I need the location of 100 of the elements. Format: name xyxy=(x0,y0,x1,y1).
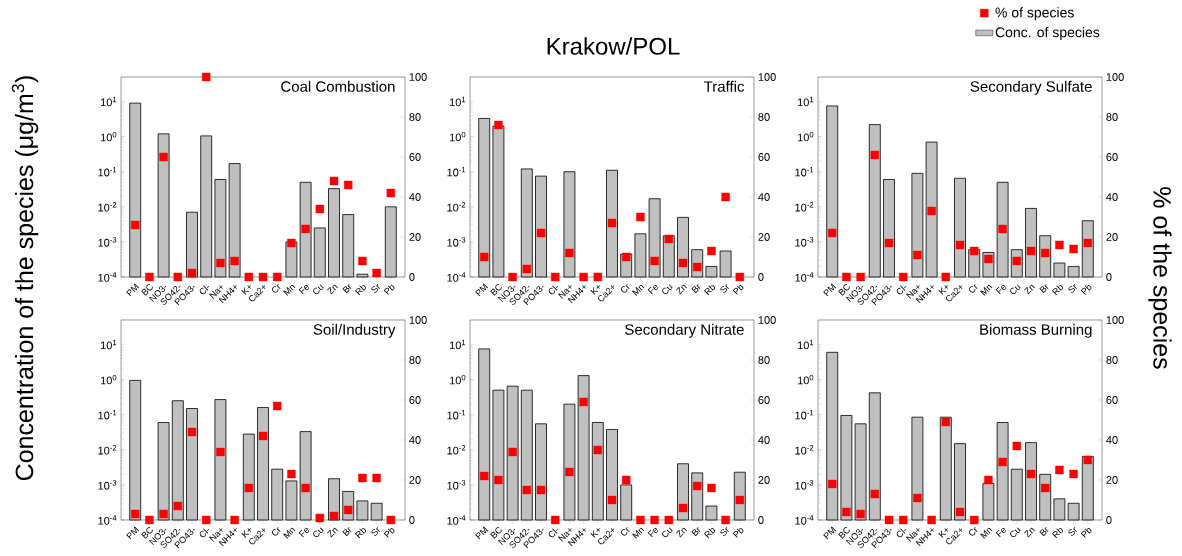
x-tick-label: K+ xyxy=(590,528,601,538)
y2-axis-title: % of the species xyxy=(1148,187,1172,369)
x-tick-label: Mn xyxy=(980,527,993,539)
x-tick-label: Rb xyxy=(704,528,716,539)
y2-tick-label: 0 xyxy=(758,273,764,281)
x-tick-label: PM xyxy=(475,526,489,540)
x-tick-label: Zn xyxy=(327,284,338,295)
y-tick-label: 10$^{-2}$ xyxy=(98,445,117,455)
y2-tick-label: 100 xyxy=(409,73,427,81)
x-tick-label: Cl- xyxy=(548,528,559,538)
y-tick-label: 10$^{1}$ xyxy=(797,96,814,107)
x-tick-label: Cl- xyxy=(548,285,559,295)
y2-tick-label: 100 xyxy=(1106,73,1124,81)
x-tick-label: Rb xyxy=(355,285,367,296)
y-tick-label: 10$^{0}$ xyxy=(100,374,117,385)
y-tick-label: 10$^{-3}$ xyxy=(98,237,117,247)
y-tick-label: 10$^{-4}$ xyxy=(447,272,466,282)
x-tick-label: Pb xyxy=(1080,528,1092,538)
x-tick-label: Zn xyxy=(1024,284,1035,295)
y-tick-label: 10$^{-3}$ xyxy=(795,480,814,490)
y2-tick-label: 100 xyxy=(1106,316,1124,324)
y2-tick-label: 20 xyxy=(409,233,421,241)
y2-tick-label: 40 xyxy=(1106,193,1118,201)
y-tick-label: 10$^{-3}$ xyxy=(795,237,814,247)
y2-tick-label: 40 xyxy=(1106,436,1118,444)
x-tick-label: PM xyxy=(823,283,837,297)
x-tick-label: Cu xyxy=(313,284,324,295)
y-tick-label: 10$^{1}$ xyxy=(797,339,814,350)
x-tick-label: Br xyxy=(342,527,352,537)
x-tick-label: Zn xyxy=(327,527,338,538)
y2-tick-label: 60 xyxy=(758,396,770,404)
x-tick-label: Sr xyxy=(720,527,729,536)
y2-tick-label: 0 xyxy=(409,516,415,524)
x-tick-label: Mn xyxy=(632,527,645,539)
y-tick-label: 10$^{1}$ xyxy=(100,96,117,107)
y-tick-label: 10$^{-1}$ xyxy=(795,167,814,177)
x-tick-label: Cl- xyxy=(199,285,210,295)
x-tick-label: Zn xyxy=(676,527,687,538)
x-tick-label: Sr xyxy=(1068,284,1077,293)
x-tick-label: Cl- xyxy=(199,528,210,538)
x-tick-label: Fe xyxy=(647,528,659,538)
y-tick-label: 10$^{-3}$ xyxy=(98,480,117,490)
x-tick-label: K+ xyxy=(241,285,252,295)
y-tick-label: 10$^{-1}$ xyxy=(98,410,117,420)
y2-tick-label: 80 xyxy=(1106,356,1118,364)
y2-tick-label: 80 xyxy=(409,356,421,364)
x-tick-label: Cr xyxy=(620,527,630,536)
y-tick-label: 10$^{0}$ xyxy=(797,374,814,385)
x-tick-label: Rb xyxy=(1052,285,1064,296)
x-tick-label: PM xyxy=(126,526,140,540)
x-tick-label: Fe xyxy=(298,285,310,295)
x-tick-label: Sr xyxy=(371,284,380,293)
legend-label: Conc. of species xyxy=(995,26,1100,41)
y-tick-label: 10$^{1}$ xyxy=(449,96,466,107)
x-tick-label: Rb xyxy=(704,285,716,296)
x-tick-label: Fe xyxy=(995,285,1007,295)
x-tick-label: Cu xyxy=(662,527,673,538)
x-tick-label: Cr xyxy=(271,527,281,536)
y-tick-label: 10$^{-2}$ xyxy=(447,445,466,455)
x-tick-label: Br xyxy=(691,284,701,294)
y-tick-label: 10$^{1}$ xyxy=(449,339,466,350)
x-tick-label: Pb xyxy=(383,528,395,538)
x-tick-label: Sr xyxy=(1068,527,1077,536)
x-tick-label: PM xyxy=(126,283,140,297)
y-tick-label: 10$^{0}$ xyxy=(449,374,466,385)
y-tick-label: 10$^{-4}$ xyxy=(447,515,466,525)
y-tick-label: 10$^{0}$ xyxy=(449,131,466,142)
x-tick-label: Pb xyxy=(383,285,395,295)
y-tick-label: 10$^{-1}$ xyxy=(795,410,814,420)
y-tick-label: 10$^{0}$ xyxy=(100,131,117,142)
y2-tick-label: 20 xyxy=(758,233,770,241)
x-tick-label: Zn xyxy=(676,284,687,295)
y2-tick-label: 20 xyxy=(1106,476,1118,484)
y-tick-label: 10$^{-1}$ xyxy=(98,167,117,177)
y2-tick-label: 40 xyxy=(409,193,421,201)
y2-tick-label: 60 xyxy=(758,153,770,161)
x-tick-label: Mn xyxy=(283,284,296,296)
x-tick-label: Cr xyxy=(968,284,978,293)
x-tick-label: Cu xyxy=(1010,527,1021,538)
x-tick-label: Cr xyxy=(271,284,281,293)
text: Krakow/POL xyxy=(547,37,680,55)
y-tick-label: 10$^{-3}$ xyxy=(447,237,466,247)
y-tick-label: 10$^{1}$ xyxy=(100,339,117,350)
y-tick-label: 10$^{-1}$ xyxy=(447,410,466,420)
y2-tick-label: 20 xyxy=(758,476,770,484)
y2-tick-label: 60 xyxy=(409,153,421,161)
x-tick-label: Cu xyxy=(662,284,673,295)
x-tick-label: Fe xyxy=(647,285,659,295)
x-tick-label: Rb xyxy=(355,528,367,539)
y-tick-label: 10$^{-2}$ xyxy=(795,202,814,212)
x-tick-label: Mn xyxy=(980,284,993,296)
legend-label: % of species xyxy=(995,7,1074,21)
y2-tick-label: 20 xyxy=(409,476,421,484)
y2-tick-label: 100 xyxy=(758,316,776,324)
y2-tick-label: 20 xyxy=(1106,233,1118,241)
x-tick-label: PM xyxy=(475,283,489,297)
x-tick-label: Mn xyxy=(283,527,296,539)
x-tick-label: PM xyxy=(823,526,837,540)
x-tick-label: Cr xyxy=(620,284,630,293)
x-tick-label: Cu xyxy=(313,527,324,538)
